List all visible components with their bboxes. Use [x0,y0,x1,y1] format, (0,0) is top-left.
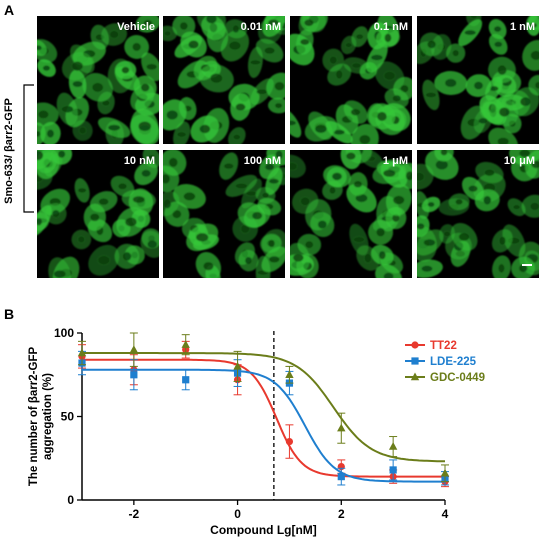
data-point [337,473,345,481]
data-point [440,468,450,477]
tile-label: 0.01 nM [241,21,281,33]
tile-label: Vehicle [117,21,155,33]
x-tick-label: -2 [129,507,140,521]
data-point [130,371,138,379]
legend-item: LDE-225 [405,356,477,368]
micrograph-tile: 10 μM [417,150,539,278]
legend-label: LDE-225 [430,356,477,368]
series-lde-225 [78,350,449,486]
panel-a-letter: A [4,2,15,18]
fit-curve [82,368,445,483]
scale-bar [522,264,532,266]
data-point [389,466,397,474]
y-tick-label: 50 [61,410,75,424]
tile-label: 100 nM [244,155,281,167]
legend-label: TT22 [430,340,457,352]
micrograph-tile: 100 nM [163,150,285,278]
tile-label: 10 nM [124,155,155,167]
microscopy-panel: Smo-633/ βarr2-GFP Vehicle 0.01 nM 0.1 nM 1… [3,16,539,278]
data-point [285,370,294,378]
micrograph-tile: 1 nM [417,16,539,144]
micrograph-tile: 0.01 nM [163,16,285,144]
micrograph-tile: Vehicle [37,16,159,144]
data-point [233,361,242,370]
tile-label: 10 μM [504,155,535,167]
data-point [181,340,190,348]
series-gdc-0449 [77,332,450,483]
legend-item: GDC-0449 [405,372,485,384]
data-point [410,372,420,381]
svg-text:aggregation (%): aggregation (%) [42,373,54,460]
y-tick-label: 100 [54,326,74,340]
panel-b-letter: B [4,306,15,322]
row-label: Smo-633/ βarr2-GFP [3,98,15,204]
fit-curve [82,352,445,463]
x-tick-label: 4 [442,507,449,521]
micrograph-tile: 10 nM [37,150,159,278]
data-point [77,348,87,357]
data-point [182,376,190,384]
data-point [285,437,294,446]
y-tick-label: 0 [67,493,74,507]
data-point [337,423,346,432]
data-point [411,341,419,349]
y-axis-label: The number of βarr2-GFP aggregation (%) [28,347,54,487]
data-point [129,345,139,353]
svg-text:The number of βarr2-GFP: The number of βarr2-GFP [28,347,40,487]
tile-label: 1 μM [383,155,408,167]
data-point [388,442,398,450]
tile-label: 0.1 nM [374,21,408,33]
x-tick-label: 0 [234,507,241,521]
data-point [411,357,419,365]
x-axis-label: Compound Lg[nM] [210,523,317,537]
legend-item: TT22 [405,340,457,352]
micrograph-tile: 0.1 nM [290,16,412,144]
x-tick-label: 2 [338,507,345,521]
tile-label: 1 nM [510,21,535,33]
micrograph-tile: 1 μM [290,150,412,278]
fit-curve [82,358,445,478]
legend: TT22 LDE-225 GDC-0449 [405,340,485,384]
legend-label: GDC-0449 [430,372,485,384]
row-bracket [23,84,34,213]
